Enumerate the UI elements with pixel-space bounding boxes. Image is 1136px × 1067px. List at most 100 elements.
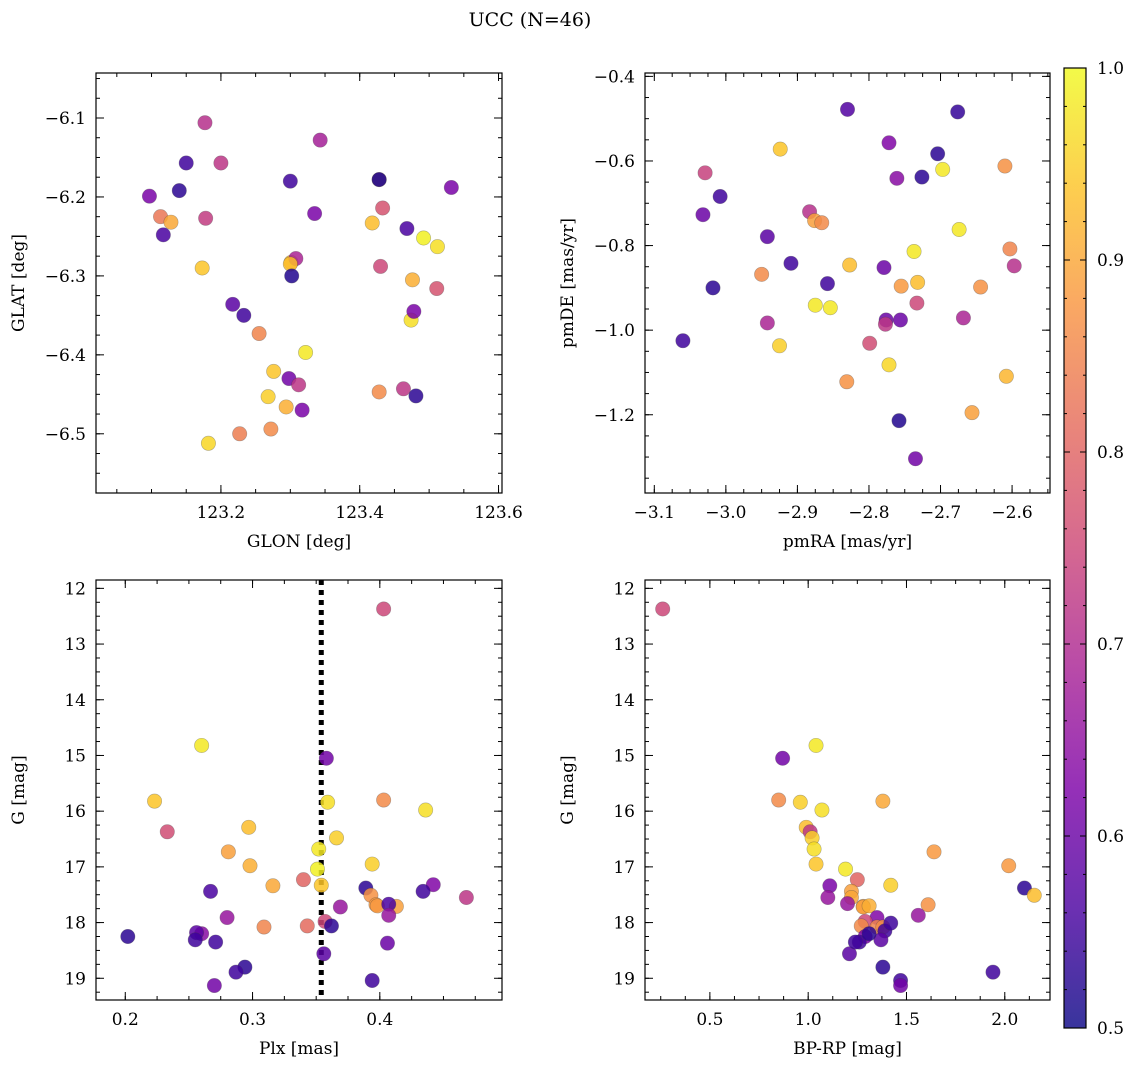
data-point	[893, 278, 909, 294]
data-point	[964, 405, 980, 421]
data-point	[889, 170, 905, 186]
data-point	[208, 934, 224, 950]
y-tick-label: 17	[64, 858, 86, 878]
data-point	[364, 973, 380, 989]
data-point	[759, 229, 775, 245]
data-point	[772, 141, 788, 157]
y-tick-label: −0.4	[594, 67, 635, 87]
data-point	[263, 421, 279, 437]
panel-plx-g: 0.2 0.3 0.4 12 13 14 15 16 17 18 19 Plx [mas] G [mag…	[9, 579, 503, 1059]
data-point	[881, 135, 897, 151]
y-tick-label: −6.5	[45, 425, 86, 445]
data-point	[379, 935, 395, 951]
y-tick-label: −1.0	[594, 321, 635, 341]
plot-frame	[95, 72, 503, 494]
data-point	[225, 296, 241, 312]
data-point	[847, 934, 863, 950]
x-axis-title: BP-RP [mag]	[793, 1039, 902, 1059]
y-tick-label: 15	[613, 746, 635, 766]
data-point	[1001, 858, 1017, 874]
data-point	[881, 357, 897, 373]
y-axis-title: pmDE [mas/yr]	[558, 218, 578, 348]
data-point	[675, 333, 691, 349]
data-point	[429, 239, 445, 255]
data-point	[862, 335, 878, 351]
data-point	[914, 169, 930, 185]
data-point	[814, 802, 830, 818]
scatter-panels: 123.2 123.4 123.6 −6.1 −6.2 −6.3 −6.4 −6.5 GLON …	[9, 67, 1051, 1059]
data-point	[754, 266, 770, 282]
data-point	[861, 898, 877, 914]
data-point	[198, 210, 214, 226]
y-axis-title: GLAT [deg]	[9, 234, 29, 332]
data-point	[705, 280, 721, 296]
data-point	[892, 312, 908, 328]
x-tick-label: −3.0	[705, 503, 746, 523]
x-axis-title: pmRA [mas/yr]	[783, 532, 912, 552]
data-point	[759, 315, 775, 331]
x-tick-label: 1.5	[893, 1010, 920, 1030]
y-tick-label: −0.6	[594, 152, 635, 172]
data-point	[220, 844, 236, 860]
data-point	[120, 928, 136, 944]
data-point	[429, 281, 445, 297]
data-point	[294, 402, 310, 418]
x-tick-label: 123.6	[474, 503, 523, 523]
y-axis-title: G [mag]	[558, 755, 578, 824]
data-point	[232, 426, 248, 442]
data-point	[792, 794, 808, 810]
data-point	[697, 165, 713, 181]
plot-frame	[644, 579, 1051, 1001]
data-point	[320, 794, 336, 810]
data-point	[371, 384, 387, 400]
y-axis-title: G [mag]	[9, 755, 29, 824]
data-point	[213, 155, 229, 171]
colorbar-tick-label: 1.0	[1097, 59, 1124, 79]
colorbar-tick-label: 0.9	[1097, 251, 1124, 271]
data-point	[655, 601, 671, 617]
data-point	[313, 877, 329, 893]
data-point	[910, 274, 926, 290]
data-point	[906, 243, 922, 259]
x-tick-label: −2.7	[920, 503, 961, 523]
y-tick-label: 14	[613, 691, 635, 711]
data-point	[307, 206, 323, 222]
data-point	[808, 737, 824, 753]
data-point	[415, 883, 431, 899]
y-tick-label: 17	[613, 858, 635, 878]
y-tick-label: 12	[64, 579, 86, 599]
data-point	[376, 601, 392, 617]
y-tick-label: 14	[64, 691, 86, 711]
y-tick-label: 18	[64, 914, 86, 934]
data-point	[839, 896, 855, 912]
data-point	[371, 172, 387, 188]
data-point	[242, 858, 258, 874]
data-point	[375, 200, 391, 216]
data-point	[265, 878, 281, 894]
data-point	[381, 907, 397, 923]
colorbar-frame	[1063, 67, 1087, 1029]
data-point	[282, 173, 298, 189]
colorbar: 0.5 0.6 0.7 0.8 0.9 1.0	[1063, 59, 1124, 1039]
panel-pmra-pmde: −3.1 −3.0 −2.9 −2.8 −2.7 −2.6 −0.4 −0.6 −0.8 −1.0…	[558, 67, 1051, 552]
data-point	[814, 215, 830, 231]
data-point	[194, 260, 210, 276]
data-point	[418, 802, 434, 818]
data-point	[875, 959, 891, 975]
data-point	[311, 841, 327, 857]
data-point	[849, 872, 865, 888]
data-point	[873, 932, 889, 948]
data-point	[406, 303, 422, 319]
data-point	[443, 179, 459, 195]
data-point	[861, 926, 877, 942]
data-point	[332, 899, 348, 915]
data-point	[364, 856, 380, 872]
data-point	[163, 214, 179, 230]
data-point	[318, 750, 334, 766]
data-point	[712, 189, 728, 205]
data-point	[291, 377, 307, 393]
data-point	[772, 338, 788, 354]
data-point	[159, 824, 175, 840]
data-point	[194, 737, 210, 753]
